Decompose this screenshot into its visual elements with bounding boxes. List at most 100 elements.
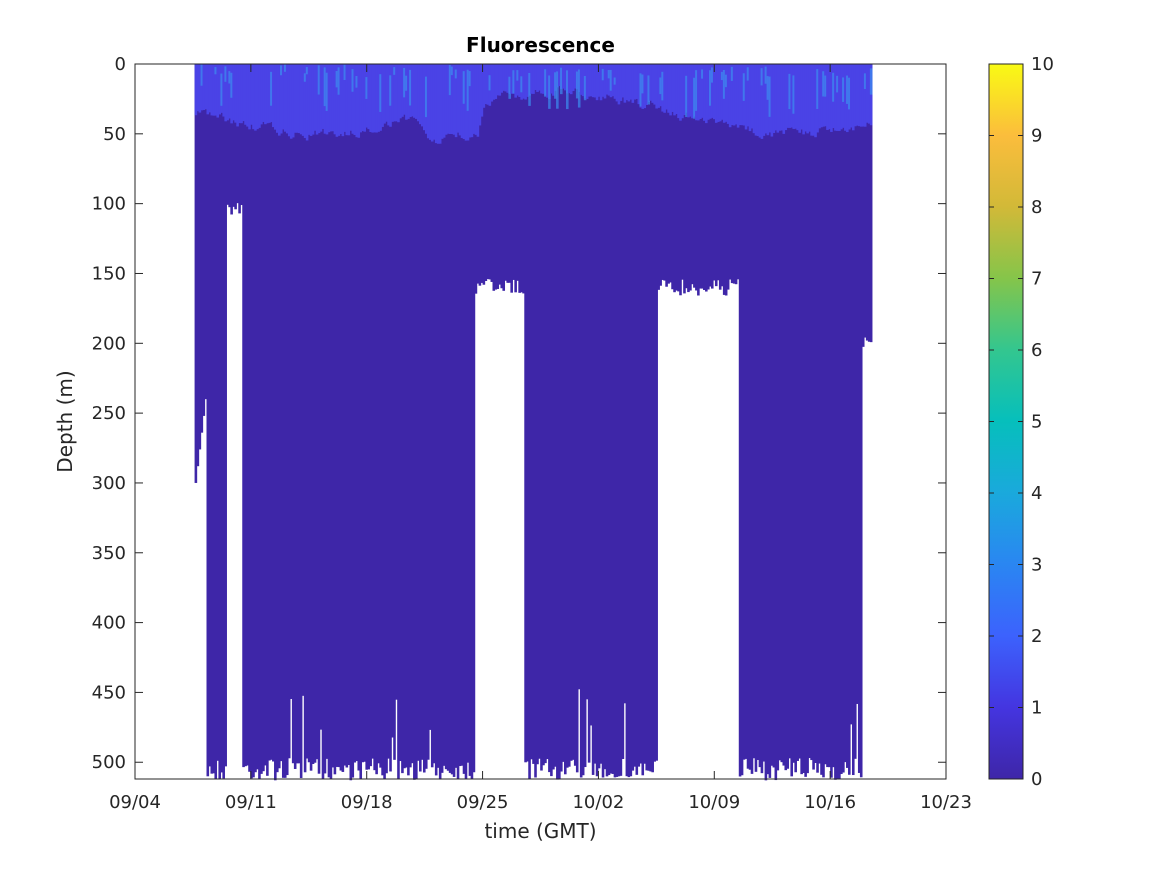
x-tick-label: 10/09 — [688, 792, 740, 813]
surface-highlight — [343, 64, 347, 80]
data-column — [518, 64, 521, 293]
surface-segment — [331, 64, 335, 132]
surface-highlight — [224, 66, 227, 82]
data-column — [627, 64, 631, 778]
surface-highlight — [722, 69, 726, 99]
data-column — [498, 64, 502, 285]
data-column — [369, 64, 372, 767]
data-column — [814, 64, 817, 763]
y-tick-label: 150 — [92, 263, 126, 284]
data-column — [786, 64, 790, 769]
surface-segment — [236, 64, 239, 127]
data-column — [436, 64, 440, 768]
surface-segment — [863, 64, 867, 127]
data-column — [867, 64, 871, 342]
data-column — [351, 64, 355, 778]
surface-highlight — [863, 73, 867, 89]
data-column — [486, 64, 490, 280]
surface-segment — [651, 64, 654, 103]
data-column — [262, 64, 265, 772]
surface-segment — [653, 64, 656, 105]
data-column — [673, 64, 676, 293]
data-column — [297, 64, 301, 764]
data-column — [695, 64, 698, 291]
surface-segment — [297, 64, 301, 134]
data-column — [748, 64, 752, 770]
plot-frame — [134, 63, 947, 780]
data-column — [426, 64, 430, 760]
data-column — [730, 64, 734, 284]
surface-segment — [605, 64, 609, 95]
data-column — [589, 64, 593, 726]
data-column — [363, 64, 366, 762]
data-column — [740, 64, 744, 776]
data-column — [476, 64, 480, 284]
surface-segment — [391, 64, 394, 122]
data-column — [857, 64, 861, 773]
y-tick-label: 200 — [92, 333, 126, 354]
data-column — [536, 64, 539, 765]
data-column — [565, 64, 569, 768]
data-column — [417, 64, 420, 761]
surface-segment — [643, 64, 647, 109]
surface-highlight — [355, 76, 359, 88]
data-column — [480, 64, 484, 283]
data-column — [361, 64, 365, 763]
data-column — [212, 64, 216, 774]
surface-segment — [258, 64, 261, 128]
surface-segment — [482, 64, 486, 108]
surface-segment — [806, 64, 809, 134]
surface-segment — [204, 64, 208, 110]
colorbar-tick-label: 8 — [1031, 197, 1042, 218]
data-column — [633, 64, 637, 767]
x-tick-label: 09/25 — [457, 792, 509, 813]
data-column — [782, 64, 786, 766]
data-column — [196, 64, 200, 467]
surface-segment — [782, 64, 786, 134]
data-column — [353, 64, 357, 763]
surface-segment — [279, 64, 283, 134]
surface-segment — [720, 64, 724, 120]
data-column — [496, 64, 500, 289]
surface-highlight — [403, 67, 406, 98]
data-column — [403, 64, 406, 769]
data-column — [252, 64, 255, 778]
x-tick-label: 10/23 — [920, 792, 972, 813]
data-column — [430, 64, 434, 768]
surface-highlight — [317, 65, 321, 95]
data-column — [295, 64, 299, 764]
data-column — [738, 64, 742, 777]
data-column — [669, 64, 672, 283]
data-column — [647, 64, 651, 771]
data-column — [220, 64, 223, 773]
data-column — [687, 64, 690, 293]
surface-highlight — [768, 76, 772, 117]
data-column — [421, 64, 424, 760]
surface-highlight — [200, 64, 204, 86]
surface-highlight — [609, 69, 613, 91]
data-column — [293, 64, 297, 769]
data-column — [613, 64, 617, 778]
surface-segment — [552, 64, 555, 96]
surface-segment — [764, 64, 768, 134]
surface-highlight — [701, 69, 704, 79]
x-tick-label: 09/11 — [225, 792, 277, 813]
data-column — [250, 64, 253, 779]
surface-segment — [492, 64, 496, 100]
surface-segment — [726, 64, 730, 124]
surface-segment — [395, 64, 398, 122]
surface-highlight — [575, 71, 579, 99]
data-column — [389, 64, 392, 772]
surface-segment — [524, 64, 527, 100]
surface-segment — [375, 64, 378, 133]
data-column — [534, 64, 537, 778]
surface-segment — [321, 64, 325, 129]
plot-area — [135, 64, 946, 781]
surface-segment — [567, 64, 571, 94]
surface-segment — [623, 64, 627, 103]
surface-highlight — [788, 73, 792, 110]
surface-segment — [710, 64, 714, 118]
data-column — [424, 64, 428, 769]
surface-segment — [381, 64, 384, 127]
